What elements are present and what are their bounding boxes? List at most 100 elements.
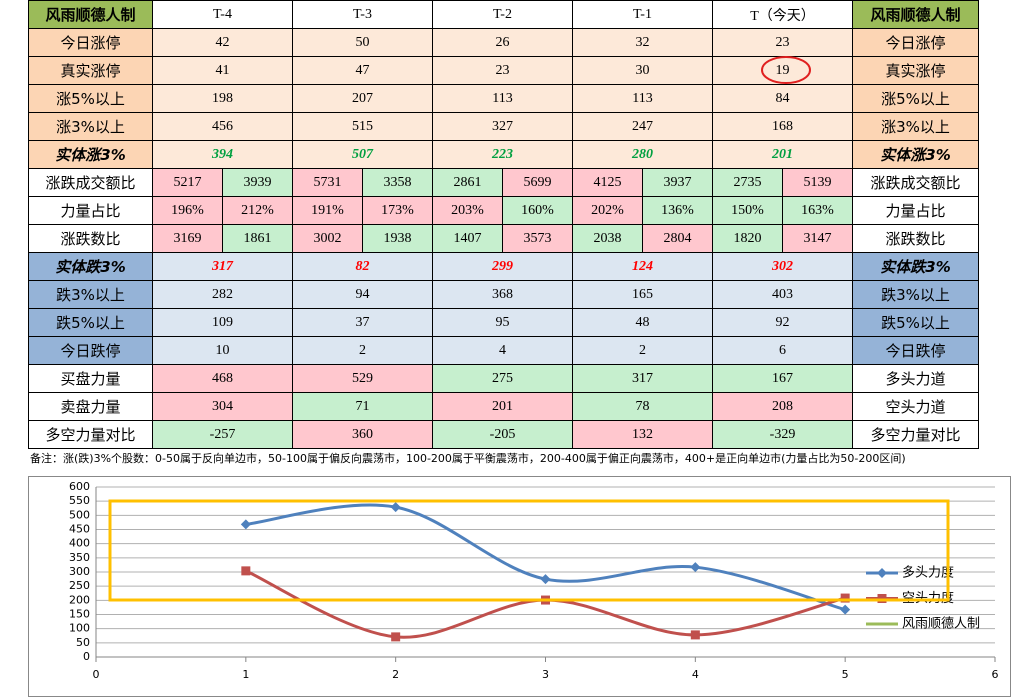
cell: 5217 bbox=[152, 168, 223, 197]
cell: 198 bbox=[152, 84, 293, 113]
note: 备注：涨(跌)3%个股数：0-50属于反向单边市，50-100属于偏反向震荡市，… bbox=[30, 452, 906, 465]
data-point bbox=[241, 566, 251, 576]
cell: 317 bbox=[152, 252, 293, 281]
cell: 4 bbox=[432, 336, 573, 365]
table-row: 真实涨停 41 47 23 30 19 真实涨停 bbox=[28, 56, 979, 85]
legend-label: 多头力度 bbox=[902, 565, 954, 581]
y-tick-label: 550 bbox=[69, 494, 90, 507]
data-point bbox=[690, 630, 700, 640]
y-tick-label: 250 bbox=[69, 579, 90, 592]
cell: 208 bbox=[712, 392, 853, 421]
table-row: 风雨顺德人制 T-4 T-3 T-2 T-1 T（今天） 风雨顺德人制 bbox=[28, 0, 979, 29]
data-point bbox=[690, 562, 701, 573]
row-label: 力量占比 bbox=[28, 196, 153, 225]
cell: 5731 bbox=[292, 168, 363, 197]
row-label: 涨3%以上 bbox=[28, 112, 153, 141]
header-cell: 风雨顺德人制 bbox=[852, 0, 979, 29]
cell: 507 bbox=[292, 140, 433, 169]
legend-marker bbox=[877, 594, 887, 603]
x-tick-label: 3 bbox=[542, 668, 549, 681]
cell: 302 bbox=[712, 252, 853, 281]
cell: 2861 bbox=[432, 168, 503, 197]
cell: 1407 bbox=[432, 224, 503, 253]
row-label: 多空力量对比 bbox=[852, 420, 979, 449]
table-row: 买盘力量 468 529 275 317 167 多头力道 bbox=[28, 364, 979, 393]
cell: 3358 bbox=[362, 168, 433, 197]
cell: 317 bbox=[572, 364, 713, 393]
highlight-box bbox=[108, 499, 950, 602]
row-label: 今日涨停 bbox=[852, 28, 979, 57]
header-cell: T（今天） bbox=[712, 0, 853, 29]
cell: 113 bbox=[432, 84, 573, 113]
header-cell: T-1 bbox=[572, 0, 713, 29]
cell: 82 bbox=[292, 252, 433, 281]
x-tick-label: 6 bbox=[992, 668, 999, 681]
row-label: 空头力道 bbox=[852, 392, 979, 421]
cell: 2 bbox=[292, 336, 433, 365]
row-label: 卖盘力量 bbox=[28, 392, 153, 421]
cell: 42 bbox=[152, 28, 293, 57]
y-tick-label: 0 bbox=[83, 650, 90, 663]
row-label: 力量占比 bbox=[852, 196, 979, 225]
cell: 327 bbox=[432, 112, 573, 141]
cell: 201 bbox=[712, 140, 853, 169]
header-cell: T-3 bbox=[292, 0, 433, 29]
data-point bbox=[541, 595, 550, 605]
table-row: 实体跌3% 317 82 299 124 302 实体跌3% bbox=[28, 252, 979, 281]
cell: 1938 bbox=[362, 224, 433, 253]
cell: 468 bbox=[152, 364, 293, 393]
cell: 3002 bbox=[292, 224, 363, 253]
cell: 30 bbox=[572, 56, 713, 85]
cell: 529 bbox=[292, 364, 433, 393]
y-tick-label: 400 bbox=[69, 537, 90, 550]
x-tick-label: 0 bbox=[93, 668, 100, 681]
cell: 223 bbox=[432, 140, 573, 169]
cell: 167 bbox=[712, 364, 853, 393]
cell: 165 bbox=[572, 280, 713, 309]
row-label: 涨5%以上 bbox=[852, 84, 979, 113]
cell: 5139 bbox=[782, 168, 853, 197]
row-label: 实体跌3% bbox=[28, 252, 153, 281]
cell: 150% bbox=[712, 196, 783, 225]
table-row: 涨5%以上 198 207 113 113 84 涨5%以上 bbox=[28, 84, 979, 113]
x-tick-label: 2 bbox=[392, 668, 399, 681]
cell: 304 bbox=[152, 392, 293, 421]
cell: 23 bbox=[432, 56, 573, 85]
cell: 78 bbox=[572, 392, 713, 421]
cell: -205 bbox=[432, 420, 573, 449]
row-label: 今日涨停 bbox=[28, 28, 153, 57]
row-label: 真实涨停 bbox=[852, 56, 979, 85]
cell: 32 bbox=[572, 28, 713, 57]
table-row: 跌3%以上 282 94 368 165 403 跌3%以上 bbox=[28, 280, 979, 309]
cell: 2038 bbox=[572, 224, 643, 253]
cell: 212% bbox=[222, 196, 293, 225]
cell: 2735 bbox=[712, 168, 783, 197]
cell: -257 bbox=[152, 420, 293, 449]
x-tick-label: 5 bbox=[842, 668, 849, 681]
table-row: 卖盘力量 304 71 201 78 208 空头力道 bbox=[28, 392, 979, 421]
row-label: 多空力量对比 bbox=[28, 420, 153, 449]
row-label: 今日跌停 bbox=[28, 336, 153, 365]
cell: 163% bbox=[782, 196, 853, 225]
cell: 282 bbox=[152, 280, 293, 309]
data-table: 风雨顺德人制 T-4 T-3 T-2 T-1 T（今天） 风雨顺德人制 今日涨停 42 50 26 3… bbox=[28, 0, 979, 449]
cell: 3939 bbox=[222, 168, 293, 197]
row-label: 涨跌成交额比 bbox=[28, 168, 153, 197]
cell: 92 bbox=[712, 308, 853, 337]
y-tick-label: 150 bbox=[69, 608, 90, 621]
cell: 368 bbox=[432, 280, 573, 309]
row-label: 跌5%以上 bbox=[28, 308, 153, 337]
cell: 456 bbox=[152, 112, 293, 141]
legend-marker bbox=[877, 568, 887, 578]
data-point bbox=[240, 519, 251, 530]
cell: 3169 bbox=[152, 224, 223, 253]
cell: 3147 bbox=[782, 224, 853, 253]
y-tick-label: 600 bbox=[69, 480, 90, 493]
cell: 1820 bbox=[712, 224, 783, 253]
cell: 47 bbox=[292, 56, 433, 85]
row-label: 涨跌成交额比 bbox=[852, 168, 979, 197]
cell: 275 bbox=[432, 364, 573, 393]
table-row: 今日跌停 10 2 4 2 6 今日跌停 bbox=[28, 336, 979, 365]
cell: 191% bbox=[292, 196, 363, 225]
cell: 2804 bbox=[642, 224, 713, 253]
